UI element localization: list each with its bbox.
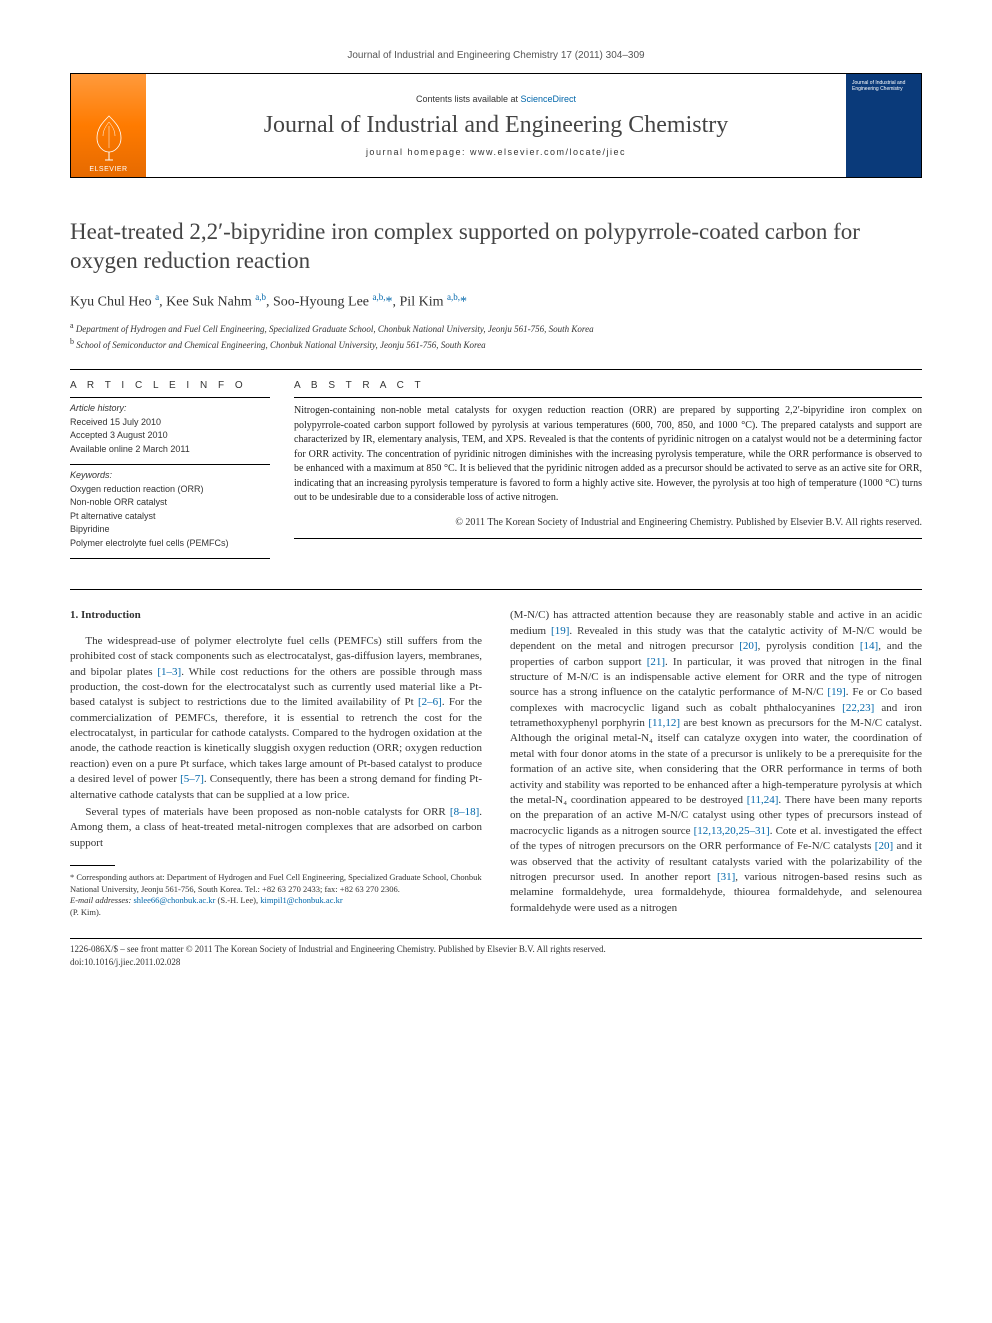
keyword: Pt alternative catalyst [70,510,270,524]
email-link[interactable]: shlee66@chonbuk.ac.kr [133,895,215,905]
body-paragraph: Several types of materials have been pro… [70,805,482,851]
elsevier-logo-block: ELSEVIER [71,74,146,177]
paper-title: Heat-treated 2,2′-bipyridine iron comple… [70,218,922,276]
journal-masthead: ELSEVIER Contents lists available at Sci… [70,73,922,178]
contents-prefix: Contents lists available at [416,94,521,104]
divider [70,558,270,559]
journal-cover-thumb: Journal of Industrial and Engineering Ch… [846,74,921,177]
bottom-metadata: 1226-086X/$ – see front matter © 2011 Th… [70,939,922,968]
journal-name: Journal of Industrial and Engineering Ch… [264,112,729,139]
affiliations: a Department of Hydrogen and Fuel Cell E… [70,320,922,351]
contents-available-line: Contents lists available at ScienceDirec… [416,94,576,104]
abstract-column: A B S T R A C T Nitrogen-containing non-… [294,370,922,559]
affiliation-a: a Department of Hydrogen and Fuel Cell E… [70,320,922,336]
cover-thumb-text: Journal of Industrial and Engineering Ch… [852,80,915,92]
keyword: Non-noble ORR catalyst [70,496,270,510]
keyword: Oxygen reduction reaction (ORR) [70,483,270,497]
keywords-label: Keywords: [70,469,270,483]
masthead-center: Contents lists available at ScienceDirec… [146,74,846,177]
body-left-column: 1. Introduction The widespread-use of po… [70,608,482,918]
keywords-block: Keywords: Oxygen reduction reaction (ORR… [70,465,270,558]
homepage-url[interactable]: www.elsevier.com/locate/jiec [470,147,626,157]
history-label: Article history: [70,402,270,416]
body-paragraph: The widespread-use of polymer electrolyt… [70,634,482,803]
journal-homepage-line: journal homepage: www.elsevier.com/locat… [366,147,626,157]
front-matter-line: 1226-086X/$ – see front matter © 2011 Th… [70,943,922,956]
footnote-separator [70,865,115,866]
elsevier-tree-icon [85,108,133,166]
doi-line: doi:10.1016/j.jiec.2011.02.028 [70,956,922,969]
divider [70,589,922,590]
keyword: Bipyridine [70,523,270,537]
author-list: Kyu Chul Heo a, Kee Suk Nahm a,b, Soo-Hy… [70,292,922,311]
section-heading-introduction: 1. Introduction [70,608,482,623]
sciencedirect-link[interactable]: ScienceDirect [521,94,577,104]
abstract-text: Nitrogen-containing non-noble metal cata… [294,398,922,512]
homepage-prefix: journal homepage: [366,147,470,157]
footnote-emails: E-mail addresses: shlee66@chonbuk.ac.kr … [70,895,482,918]
article-history: Article history: Received 15 July 2010 A… [70,398,270,464]
corresponding-author-footnote: * Corresponding authors at: Department o… [70,872,482,918]
affiliation-b: b School of Semiconductor and Chemical E… [70,336,922,352]
keyword: Polymer electrolyte fuel cells (PEMFCs) [70,537,270,551]
divider [294,538,922,539]
abstract-copyright: © 2011 The Korean Society of Industrial … [294,516,922,530]
article-info-column: A R T I C L E I N F O Article history: R… [70,370,270,559]
email-link[interactable]: kimpil1@chonbuk.ac.kr [260,895,342,905]
body-two-column: 1. Introduction The widespread-use of po… [70,608,922,918]
running-citation: Journal of Industrial and Engineering Ch… [70,50,922,61]
info-abstract-row: A R T I C L E I N F O Article history: R… [70,370,922,559]
article-info-heading: A R T I C L E I N F O [70,370,270,397]
received-date: Received 15 July 2010 [70,416,270,430]
accepted-date: Accepted 3 August 2010 [70,429,270,443]
abstract-heading: A B S T R A C T [294,370,922,397]
footnote-corr: * Corresponding authors at: Department o… [70,872,482,895]
online-date: Available online 2 March 2011 [70,443,270,457]
body-paragraph: (M-N/C) has attracted attention because … [510,608,922,916]
elsevier-label: ELSEVIER [89,166,127,173]
body-right-column: (M-N/C) has attracted attention because … [510,608,922,918]
